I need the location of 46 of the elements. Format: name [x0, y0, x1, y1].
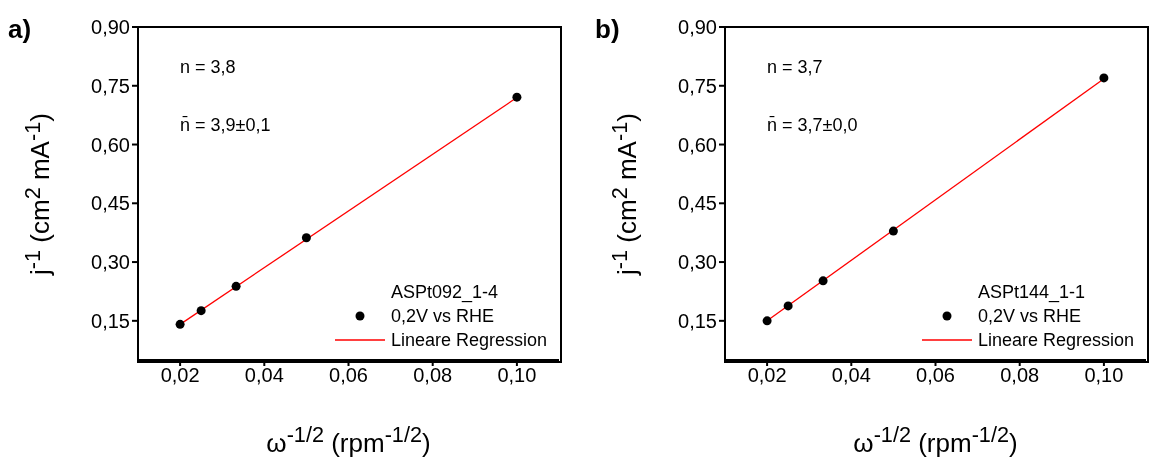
y-tick-label: 0,75 [678, 74, 717, 97]
y-tick-label: 0,30 [678, 251, 717, 274]
y-tick-label: 0,60 [91, 133, 130, 156]
x-tick-label: 0,04 [831, 364, 871, 387]
x-tick-label: 0,02 [160, 364, 200, 387]
y-tick-label: 0,90 [91, 16, 130, 39]
x-tick-label: 0,08 [413, 364, 453, 387]
annotation: n = 3,8 [180, 57, 236, 78]
x-axis-title: ω$^{-1/2}$ (rpm$^{-1/2}$) [266, 422, 431, 459]
y-tick-label: 0,15 [678, 309, 717, 332]
point [196, 306, 206, 316]
x-tick-label: 0,10 [1084, 364, 1124, 387]
y-tick-label: 0,45 [91, 192, 130, 215]
point [301, 233, 311, 243]
x-axis-title: ω$^{-1/2}$ (rpm$^{-1/2}$) [853, 422, 1018, 459]
y-tick-label: 0,45 [678, 192, 717, 215]
legend-label: Lineare Regression [390, 329, 547, 352]
legend-label: 0,2V vs RHE [977, 305, 1081, 328]
y-tick-label: 0,15 [91, 309, 130, 332]
chart-title: a) [8, 14, 32, 45]
y-tick-label: 0,90 [678, 16, 717, 39]
legend-label: Lineare Regression [977, 329, 1134, 352]
x-tick-label: 0,08 [1000, 364, 1040, 387]
annotation: n̄ = 3,7±0,0 [767, 115, 858, 136]
annotation: n = 3,7 [767, 57, 823, 78]
point [888, 226, 898, 236]
y-tick-label: 0,60 [678, 133, 717, 156]
y-tick-label: 0,75 [91, 74, 130, 97]
y-tick-label: 0,30 [91, 251, 130, 274]
x-tick-label: 0,06 [329, 364, 368, 387]
point [783, 301, 793, 311]
x-tick-label: 0,04 [244, 364, 284, 387]
chart-title: b) [595, 14, 620, 45]
point [231, 281, 241, 291]
point [175, 319, 185, 329]
legend-label: 0,2V vs RHE [390, 305, 494, 328]
point [512, 92, 522, 102]
point [1099, 73, 1109, 83]
x-tick-label: 0,02 [747, 364, 787, 387]
point [818, 276, 828, 286]
legend-title: ASPt092_1-4 [389, 281, 499, 304]
x-tick-label: 0,06 [916, 364, 955, 387]
annotation: n̄ = 3,9±0,1 [180, 115, 271, 136]
legend-title: ASPt144_1-1 [976, 281, 1086, 304]
x-tick-label: 0,10 [497, 364, 537, 387]
point [762, 316, 772, 326]
